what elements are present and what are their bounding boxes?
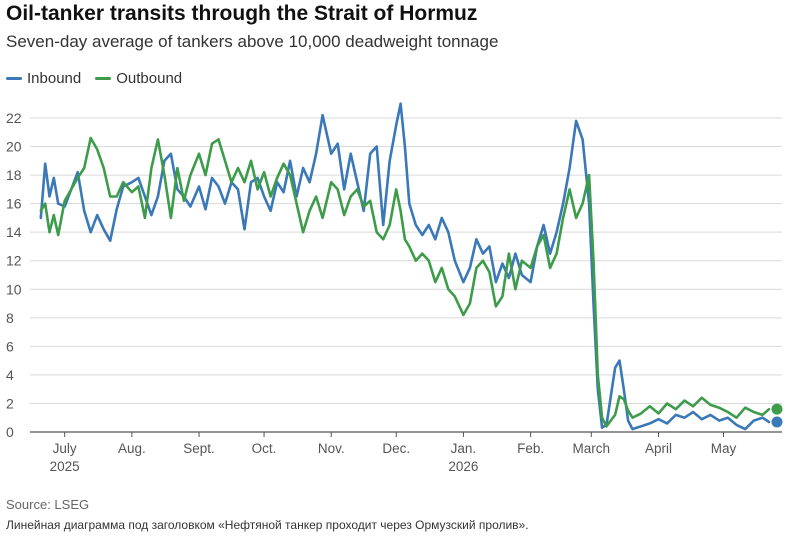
x-tick-label: Dec.: [382, 441, 410, 456]
x-tick-label: Feb.: [517, 441, 544, 456]
y-tick-label: 6: [6, 338, 14, 354]
source-note: Source: LSEG: [6, 497, 90, 512]
series-end-dot-outbound: [771, 403, 783, 415]
y-tick-label: 2: [6, 395, 14, 411]
x-tick-label: Sept.: [183, 441, 215, 456]
x-tick-label: Oct.: [252, 441, 277, 456]
y-tick-label: 4: [6, 367, 14, 383]
x-tick-year-label: 2025: [50, 459, 80, 474]
legend-item-outbound: Outbound: [95, 70, 182, 87]
x-tick-label: Aug.: [118, 441, 146, 456]
y-tick-label: 12: [6, 253, 22, 269]
x-tick-label: May: [711, 441, 737, 456]
y-tick-label: 16: [6, 196, 22, 212]
line-chart: 0 2 4 6 8 10 12 14 16 18 20 22 July 2025 Aug. Sept. Oct.…: [6, 102, 783, 474]
y-tick-label: 20: [6, 139, 22, 155]
chart-subtitle: Seven-day average of tankers above 10,00…: [6, 32, 499, 51]
series-end-dot-inbound: [771, 416, 783, 428]
y-tick-label: 0: [6, 424, 14, 440]
y-tick-label: 14: [6, 224, 22, 240]
series-line-inbound: [39, 102, 771, 431]
x-tick-label: Jan.: [451, 441, 477, 456]
legend-label-inbound: Inbound: [27, 70, 82, 87]
x-tick-year-label: 2026: [448, 459, 478, 474]
legend-swatch-outbound: [95, 77, 112, 80]
legend-label-outbound: Outbound: [116, 70, 183, 87]
y-tick-label: 8: [6, 310, 14, 326]
series-line-outbound: [39, 136, 771, 428]
y-tick-label: 18: [6, 167, 22, 183]
y-tick-label: 22: [6, 110, 22, 126]
legend-swatch-inbound: [6, 77, 22, 80]
x-tick-label: April: [645, 441, 672, 456]
x-tick-label: Nov.: [318, 441, 345, 456]
y-tick-label: 10: [6, 281, 22, 297]
chart-title: Oil-tanker transits through the Strait o…: [6, 2, 478, 25]
chart-legend: Inbound Outbound: [6, 70, 182, 87]
x-tick-label: July: [53, 441, 77, 456]
chart-description: Линейная диаграмма под заголовком «Нефтя…: [6, 518, 529, 532]
legend-item-inbound: Inbound: [6, 70, 81, 87]
x-tick-label: March: [573, 441, 611, 456]
